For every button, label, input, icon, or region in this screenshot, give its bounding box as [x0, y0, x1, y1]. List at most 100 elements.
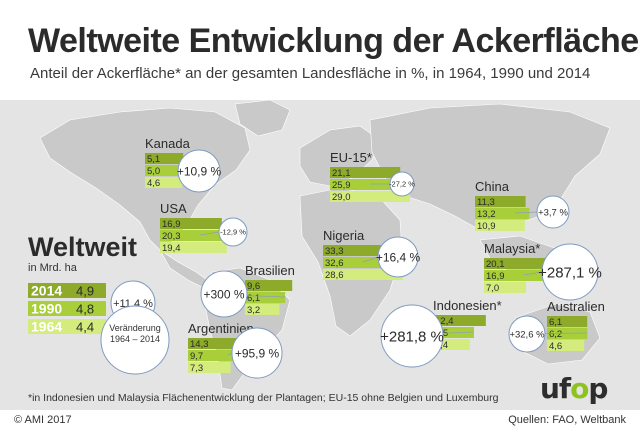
bar-value-label: 29,0 [332, 192, 351, 203]
bar-value-label: 13,2 [477, 209, 496, 220]
bar-1964 [245, 280, 293, 291]
ufop-logo: ufop [540, 372, 608, 405]
bar-1990 [323, 257, 403, 268]
country-label: Brasilien [245, 263, 295, 278]
worldwide-value: 4,4 [76, 320, 94, 335]
connector-line [199, 231, 220, 236]
change-circle [231, 327, 283, 379]
change-value: -12,9 % [220, 228, 246, 237]
bar-1990 [160, 230, 229, 241]
worldwide-value: 4,9 [76, 284, 94, 299]
bar-value-label: 20,1 [486, 259, 505, 270]
bar-1990 [145, 165, 183, 176]
bar-value-label: 6,1 [247, 293, 260, 304]
bar-value-label: 11,3 [477, 197, 495, 208]
bar-2014 [188, 362, 231, 373]
bar-value-label: 21,1 [332, 168, 351, 179]
change-circle [389, 171, 415, 197]
bar-1964 [188, 338, 245, 349]
change-value: +287,1 % [538, 264, 602, 281]
bar-value-label: 33,3 [325, 246, 344, 257]
change-circle [218, 217, 248, 247]
bar-2014 [330, 191, 410, 202]
connector-line [362, 256, 379, 263]
bar-value-label: 5,0 [147, 166, 160, 177]
change-value: +281,8 % [380, 328, 444, 345]
land-greenland [234, 99, 291, 137]
bar-2014 [433, 339, 470, 350]
worldwide-change-note: Veränderung 1964 – 2014 [109, 323, 161, 345]
change-circles: +10,9 % -12,9 % -27,2 % +3,7 % +16,4 % +287,1… [100, 149, 602, 379]
bar-2014 [160, 242, 227, 253]
bar-1964 [323, 245, 403, 256]
bar-value-label: 6,1 [549, 317, 562, 328]
bar-value-label: 28,6 [325, 270, 344, 281]
bar-value-label: 9,6 [247, 281, 260, 292]
bar-1964 [547, 316, 588, 327]
bar-value-label: 4,6 [549, 341, 562, 352]
worldwide-year: 1990 [31, 301, 62, 317]
change-circle [508, 315, 546, 353]
bar-2014 [547, 340, 585, 351]
country-label: Indonesien* [433, 298, 502, 313]
change-circle [200, 270, 248, 318]
worldwide-note-circle [100, 305, 170, 375]
bar-1964 [475, 196, 526, 207]
change-circle [380, 304, 444, 368]
worldwide-year: 2014 [31, 283, 62, 299]
label-layer: Kanada5,15,04,6USA16,920,319,4EU-15*21,1… [31, 136, 605, 374]
country-label: EU-15* [330, 150, 372, 165]
bar-value-label: 4,6 [147, 178, 160, 189]
worldwide-title: Weltweit [28, 232, 138, 262]
country-label: Australien [547, 299, 605, 314]
bar-2014 [245, 304, 280, 315]
change-value: +10,9 % [177, 164, 222, 178]
change-circle [377, 236, 419, 278]
sources: Quellen: FAO, Weltbank [508, 414, 626, 426]
change-value: +95,9 % [235, 346, 280, 360]
worldwide-bar-1990 [28, 301, 106, 316]
country-label: Nigeria [323, 228, 365, 243]
connector-line [523, 271, 543, 276]
bar-value-label: 16,9 [486, 271, 505, 282]
country-label: China [475, 179, 510, 194]
bar-1964 [145, 153, 184, 164]
bar-value-label: 19,4 [162, 243, 181, 254]
bar-2014 [323, 269, 403, 280]
bar-1990 [330, 179, 410, 190]
footnote: *in Indonesien und Malaysia Flächenentwi… [28, 392, 499, 404]
bar-value-label: 3,2 [247, 305, 260, 316]
bar-1990 [245, 292, 286, 303]
change-circle [541, 243, 599, 301]
change-value: +16,4 % [376, 250, 421, 264]
bar-value-label: 32,6 [325, 258, 344, 269]
bar-value-label: 7,0 [486, 283, 499, 294]
bar-2014 [484, 282, 526, 293]
worldwide-bar-1964 [28, 319, 106, 334]
bar-value-label: 25,9 [332, 180, 351, 191]
bar-value-label: 12,4 [435, 316, 454, 327]
page-subtitle: Anteil der Ackerfläche* an der gesamten … [30, 65, 591, 82]
bar-value-label: 14,3 [190, 339, 209, 350]
country-label: Argentinien [188, 321, 254, 336]
country-label: Kanada [145, 136, 191, 151]
change-value: +32,6 % [509, 329, 545, 340]
worldwide-value: 4,8 [76, 302, 94, 317]
header: Weltweite Entwicklung der Ackerflächen A… [0, 0, 640, 100]
bar-2014 [475, 220, 525, 231]
land-central-america [159, 249, 211, 289]
change-value: +3,7 % [538, 207, 568, 218]
change-value: -27,2 % [389, 180, 415, 189]
country-label: Malaysia* [484, 241, 540, 256]
page-title: Weltweite Entwicklung der Ackerflächen [28, 22, 640, 60]
bar-1964 [484, 258, 553, 269]
country-label: USA [160, 201, 187, 216]
bar-value-label: 10,9 [477, 221, 496, 232]
copyright: © AMI 2017 [14, 414, 72, 426]
worldwide-unit: in Mrd. ha [28, 262, 77, 274]
bar-value-label: 20,3 [162, 231, 181, 242]
change-circle [536, 195, 570, 229]
connector-line [514, 211, 538, 214]
bar-1990 [484, 270, 546, 281]
